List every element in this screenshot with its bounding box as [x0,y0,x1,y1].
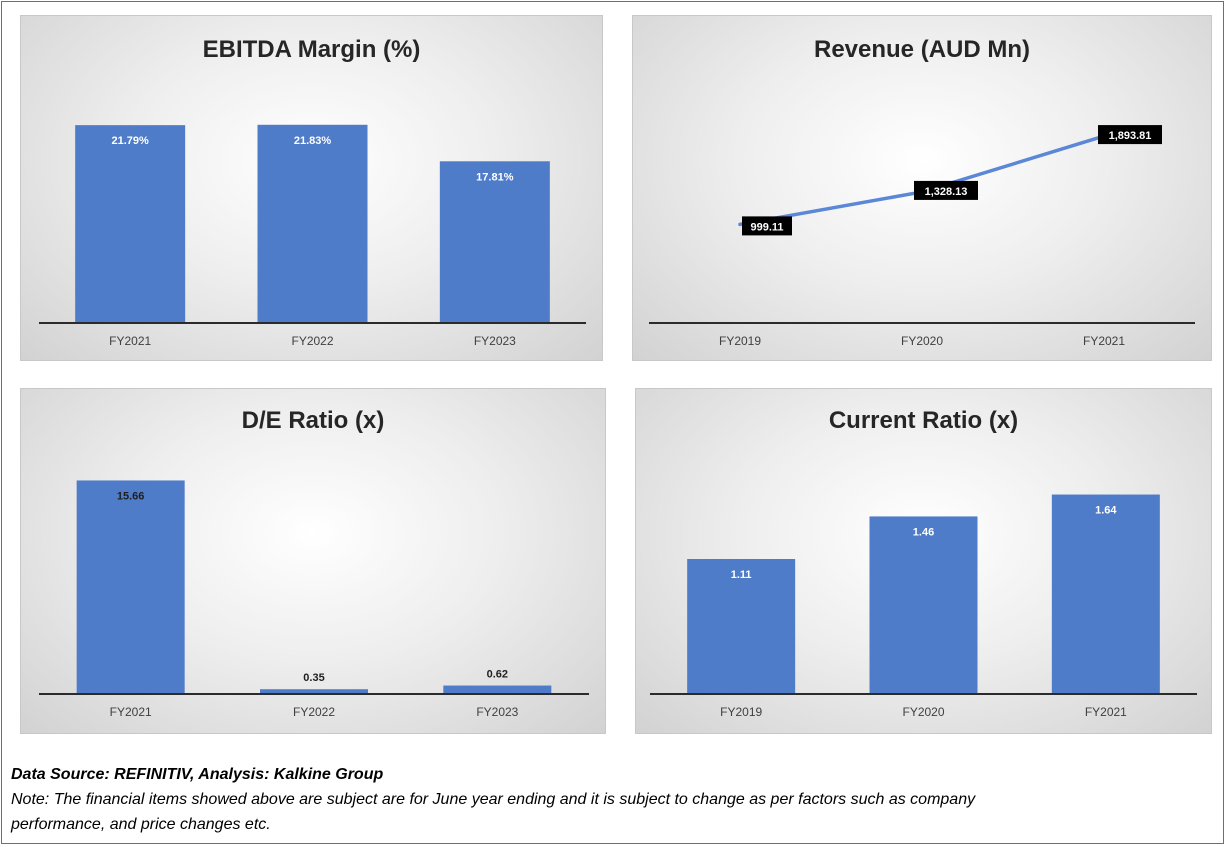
note-text-line-1: Note: The financial items showed above a… [11,791,976,808]
x-tick-label: FY2023 [474,334,516,348]
x-tick-label: FY2021 [109,334,151,348]
bar [1051,494,1160,694]
x-tick-label: FY2021 [1083,334,1125,348]
revenue-line [738,134,1106,227]
chart-title: D/E Ratio (x) [241,407,385,434]
bar [443,685,552,694]
ebitda-margin-plot: FY2021 FY2022 FY2023 21.79% 21.83% 17.81% [39,124,586,348]
data-source-text: Data Source: REFINITIV, Analysis: Kalkin… [11,766,384,783]
x-tick-label: FY2019 [720,705,762,719]
de-ratio-plot: FY2021 FY2022 FY2023 15.66 0.35 0.62 [39,480,589,719]
note-text-line-2: performance, and price changes etc. [11,816,271,833]
data-label: 0.35 [303,672,324,684]
revenue-plot: FY2019 FY2020 FY2021 999.11 1,328.13 1,893.81 [649,125,1195,348]
current-ratio-plot: FY2019 FY2020 FY2021 1.11 1.46 1.64 [650,494,1197,719]
x-tick-label: FY2022 [293,705,335,719]
data-label: 999.11 [750,221,783,233]
bar [260,689,368,694]
data-label: 1,328.13 [925,186,968,198]
data-label: 1.64 [1095,505,1117,517]
x-tick-label: FY2020 [901,334,943,348]
data-label-box [914,180,978,200]
x-tick-label: FY2020 [902,705,944,719]
data-label-box [742,216,792,236]
data-label: 0.62 [487,669,508,681]
chart-title: EBITDA Margin (%) [202,36,421,63]
revenue-chart: Revenue (AUD Mn) FY2019 FY2020 FY2021 999.1… [632,15,1212,361]
bar [76,480,185,694]
ebitda-margin-chart: EBITDA Margin (%) FY2021 FY2022 FY2023 21.7… [20,15,603,361]
x-tick-label: FY2021 [1085,705,1127,719]
x-tick-label: FY2023 [476,705,518,719]
current-ratio-chart: Current Ratio (x) FY2019 FY2020 FY2021 1.11… [635,388,1212,734]
bar [869,516,978,694]
data-label: 15.66 [117,490,145,502]
bar [687,559,796,694]
data-label: 1.46 [913,526,934,538]
bar [439,161,550,323]
chart-title: Current Ratio (x) [828,407,1019,434]
x-tick-label: FY2022 [291,334,333,348]
data-label: 1.11 [731,569,752,581]
data-label: 21.79% [112,135,150,147]
bar [257,124,368,323]
chart-title: Revenue (AUD Mn) [813,36,1030,63]
data-label: 17.81% [476,171,514,183]
x-tick-label: FY2019 [719,334,761,348]
footer: Data Source: REFINITIV, Analysis: Kalkin… [11,762,1211,837]
de-ratio-chart: D/E Ratio (x) FY2021 FY2022 FY2023 15.66 0.3… [20,388,606,734]
x-tick-label: FY2021 [110,705,152,719]
data-label: 1,893.81 [1109,130,1152,142]
bar [75,125,186,324]
data-label-box [1098,125,1162,145]
data-label: 21.83% [294,135,332,147]
